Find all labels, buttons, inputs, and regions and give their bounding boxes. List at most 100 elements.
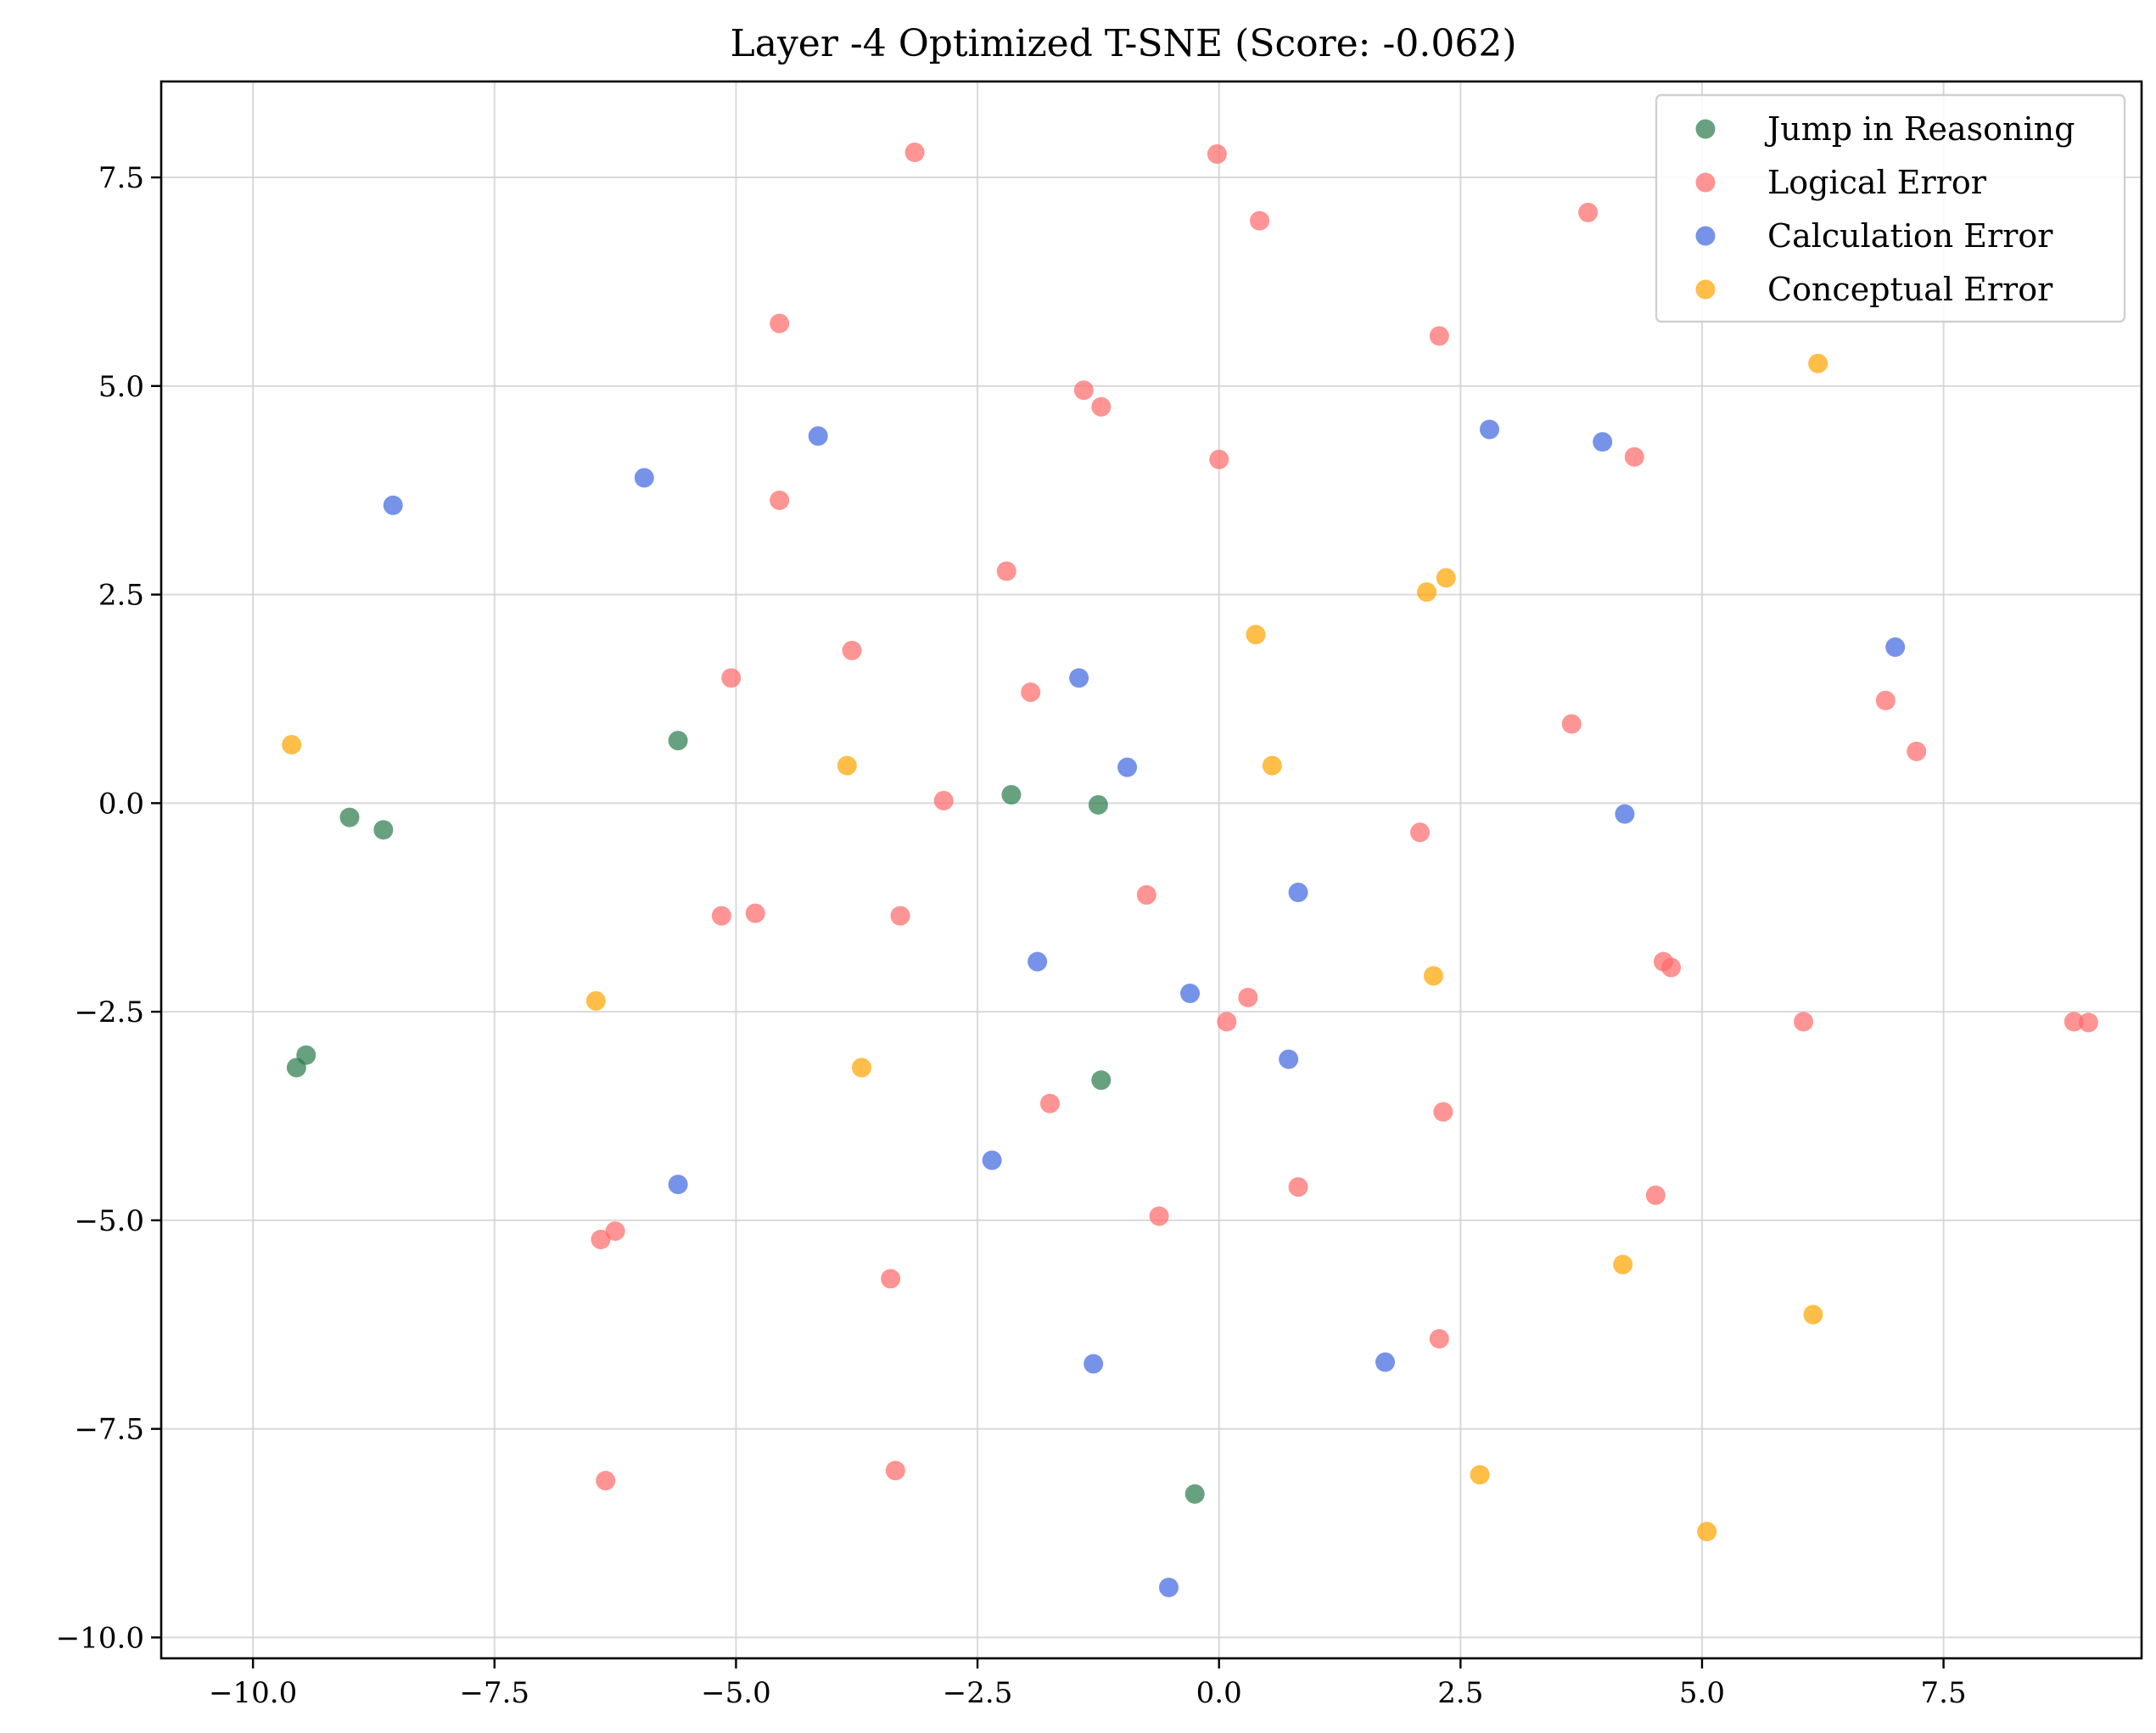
conceptual-error-point [1246,625,1266,645]
data-points [282,143,2098,1597]
logical-error-point [1250,210,1270,231]
calculation-error-point [1158,1577,1179,1597]
y-tick-label: −2.5 [74,995,144,1029]
logical-error-point [721,668,742,688]
logical-error-point [890,906,910,926]
grid [161,81,2142,1658]
logical-error-point [1429,326,1449,346]
logical-error-point [1136,884,1156,905]
x-tick-label: 0.0 [1196,1676,1242,1710]
logical-error-point [1645,1185,1666,1205]
calculation-error-point [1069,668,1089,688]
conceptual-error-point [1470,1465,1490,1485]
calculation-error-point [808,426,828,446]
logical-error-point [1661,957,1682,978]
logical-error-point [1429,1328,1449,1349]
logical-error-point [1410,822,1431,843]
calculation-error-point [1615,804,1635,824]
logical-error-point [1624,446,1644,467]
x-tick-label: −10.0 [209,1676,297,1710]
logical-error-point [1149,1206,1169,1226]
calculation-error-point [1593,432,1613,452]
logical-error-point [711,906,731,926]
calculation-error-point [1279,1049,1299,1069]
y-tick-label: 7.5 [98,161,144,195]
logical-error-point [842,640,862,660]
conceptual-error-point [1613,1254,1633,1275]
plot-area-frame [160,80,2143,1660]
jump-in-reasoning-point [1088,794,1108,815]
jump-in-reasoning-point [373,820,394,840]
logical-error-point [1073,380,1094,401]
logical-error-point [770,313,790,334]
y-tick-label: 0.0 [98,787,144,821]
conceptual-error-point [1697,1522,1717,1542]
logical-error-point [1021,682,1041,703]
conceptual-error-point [1436,568,1456,588]
x-tick-label: −2.5 [943,1676,1013,1710]
logical-error-point [770,491,790,511]
calculation-error-point [1375,1352,1396,1372]
logical-error-point [996,561,1016,581]
jump-in-reasoning-point [339,807,360,827]
conceptual-error-point [1808,353,1828,373]
conceptual-error-point [1423,966,1443,986]
logical-error-point [605,1221,625,1242]
y-tick-label: −7.5 [74,1413,144,1447]
logical-error-point [904,143,925,163]
jump-in-reasoning-point [1091,1070,1112,1091]
logical-error-point [596,1471,616,1491]
logical-error-point [885,1461,905,1481]
jump-in-reasoning-point [668,731,688,751]
conceptual-error-point [1416,582,1436,603]
logical-error-point [2078,1012,2098,1033]
y-tick-label: 5.0 [98,370,144,404]
logical-error-point [1238,987,1258,1007]
calculation-error-point [1479,419,1499,440]
logical-error-point [745,903,765,923]
x-tick-label: −7.5 [460,1676,530,1710]
jump-in-reasoning-point [286,1057,306,1078]
jump-in-reasoning-legend-label: Jump in Reasoning [1764,110,2075,148]
conceptual-error-point [851,1057,871,1078]
logical-error-point [881,1269,901,1289]
calculation-error-point [1117,757,1138,777]
logical-error-point [2064,1012,2084,1032]
calculation-error-point [668,1175,688,1195]
logical-error-point [1907,741,1927,761]
logical-error-point [591,1229,611,1249]
conceptual-error-point [282,735,302,755]
logical-error-point [1091,396,1112,417]
x-tick-label: 2.5 [1437,1676,1483,1710]
y-tick-label: −5.0 [74,1204,144,1238]
calculation-error-point [1180,983,1201,1003]
logical-error-legend-marker [1695,172,1716,193]
jump-in-reasoning-point [1184,1483,1205,1504]
calculation-error-point [634,468,654,488]
x-tick-label: 5.0 [1679,1676,1725,1710]
legend: Jump in Reasoning Logical Error Calculatio… [1655,93,2126,323]
logical-error-point [1288,1177,1308,1197]
y-tick-label: 2.5 [98,579,144,613]
conceptual-error-legend-marker [1695,279,1716,300]
logical-error-point [1433,1102,1453,1122]
logical-error-legend-label: Logical Error [1767,164,1987,201]
y-axis: −10.0 −7.5 −5.0 −2.5 0.0 2.5 5.0 7.5 [56,161,161,1655]
chart-title: Layer -4 Optimized T-SNE (Score: -0.062) [731,22,1517,65]
conceptual-error-legend-label: Conceptual Error [1767,271,2053,308]
logical-error-point [1217,1012,1237,1032]
logical-error-point [1207,144,1227,165]
x-tick-label: −5.0 [701,1676,771,1710]
calculation-error-legend-marker [1695,226,1716,246]
logical-error-point [933,790,954,810]
calculation-error-point [982,1150,1002,1170]
calculation-error-legend-label: Calculation Error [1767,217,2053,255]
calculation-error-point [383,495,403,515]
calculation-error-point [1084,1354,1104,1374]
conceptual-error-point [1803,1304,1823,1325]
logical-error-point [1209,449,1229,469]
legend-box [1655,93,2126,323]
calculation-error-point [1028,951,1048,972]
logical-error-point [1794,1012,1814,1032]
